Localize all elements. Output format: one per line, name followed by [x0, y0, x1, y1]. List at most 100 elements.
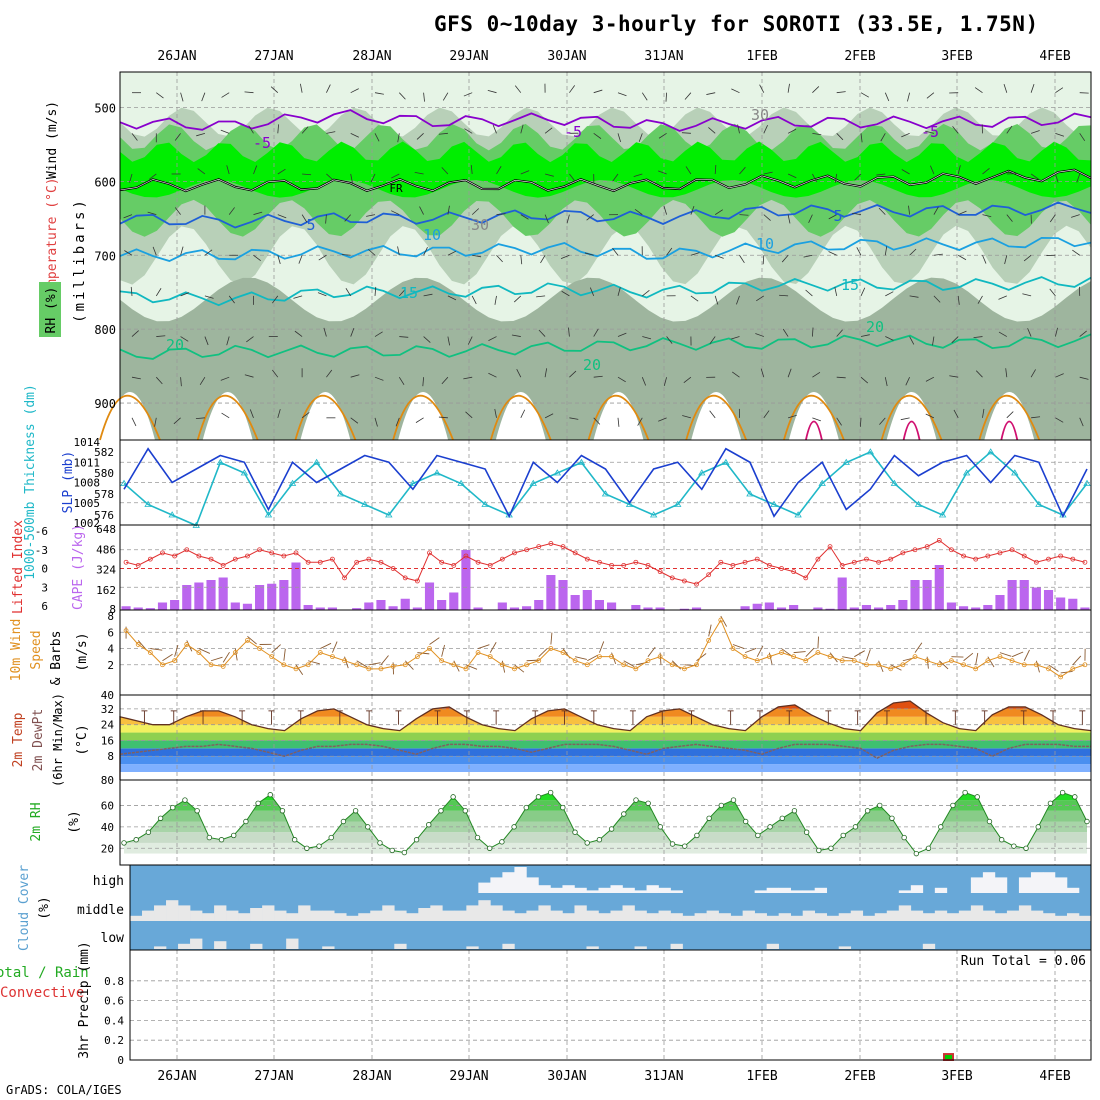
cloud-bar-high	[538, 885, 551, 893]
rh-band	[124, 832, 1087, 843]
wind-speed-point	[572, 658, 578, 664]
wind-barb	[148, 173, 157, 180]
li-point	[973, 556, 979, 562]
cloud-unit: (%)	[37, 896, 52, 919]
wind-speed-point	[354, 662, 360, 668]
cloud-bar-middle	[694, 913, 707, 921]
cape-bar	[582, 590, 592, 610]
rh-point	[706, 815, 712, 821]
cape-bar	[1019, 580, 1029, 610]
wind-barb-10m	[1072, 655, 1082, 666]
temp-contour-hot	[902, 420, 921, 441]
li-point	[609, 562, 614, 568]
temp-contour-warm	[783, 395, 845, 441]
wind-barb	[272, 295, 279, 304]
wind-speed-point	[536, 658, 542, 664]
cloud-bar-middle	[574, 905, 587, 921]
wind-barb	[398, 376, 405, 386]
rh-point	[730, 797, 737, 803]
cloud-bar-high	[610, 885, 623, 893]
li-point	[827, 544, 833, 550]
thickness-axis-label: 1000-500mb Thickness (dm)	[23, 384, 38, 580]
wind-barb	[560, 254, 570, 260]
thickness-point	[890, 479, 899, 486]
wind-barb	[399, 92, 406, 100]
wind-barb	[879, 417, 886, 425]
wind-speed-point	[815, 650, 821, 655]
rh-band	[124, 810, 1087, 822]
cape-bar	[631, 605, 641, 610]
bottom-date-label: 1FEB	[746, 1069, 777, 1084]
wind-barb	[909, 295, 919, 298]
li-point	[645, 562, 651, 568]
wind-barb	[156, 92, 164, 99]
wind-barb-10m	[623, 660, 635, 667]
warm-zone	[495, 391, 546, 440]
wind-barb	[787, 368, 792, 378]
wind-barb	[1030, 173, 1039, 180]
wind-barb	[277, 124, 279, 134]
thickness-tick: 578	[94, 488, 114, 501]
wind-barb	[828, 214, 837, 220]
wind-barb	[836, 91, 846, 94]
wind-barb	[199, 376, 206, 386]
temp-tick: 80	[101, 774, 114, 787]
wind-barb	[739, 255, 745, 264]
wind-barb	[682, 415, 692, 419]
cloud-bar-middle	[166, 900, 179, 921]
rh-point	[986, 818, 993, 825]
wind-speed-point	[305, 662, 311, 668]
li-point	[597, 559, 602, 565]
temp-tick: 32	[101, 703, 114, 716]
wind-barb	[884, 246, 888, 256]
wind-barb	[617, 92, 627, 97]
cloud-bar-high	[910, 885, 924, 893]
li-point	[293, 550, 299, 556]
li-point	[147, 556, 153, 562]
wind-panel: 8 6 4 2 40 10m Wind Speed & Barbs (m/s)	[9, 610, 1091, 702]
cape-bar	[267, 583, 277, 610]
thickness-point	[120, 479, 128, 486]
cloud-bar-middle	[406, 913, 419, 921]
cloud-bar-low	[190, 938, 203, 949]
cloud-bar-middle	[346, 915, 359, 921]
cape-bar	[194, 582, 204, 610]
cloud-bar-low	[502, 943, 515, 949]
wind-speed-point	[621, 662, 627, 668]
cape-bar	[145, 608, 155, 610]
top-date-label: 3FEB	[941, 49, 972, 64]
rh-point	[657, 824, 664, 830]
top-date-label: 1FEB	[746, 49, 777, 64]
wind-barb	[447, 250, 457, 256]
cape-bar	[825, 608, 835, 610]
contour-label: 20	[166, 336, 184, 354]
wind-barb	[1006, 411, 1014, 419]
top-date-label: 31JAN	[644, 49, 683, 64]
wind-barb	[781, 254, 789, 263]
thickness-point	[457, 479, 465, 486]
wind-barb-10m	[477, 644, 490, 649]
wind-barb	[876, 173, 886, 176]
bottom-date-label: 2FEB	[844, 1069, 875, 1084]
li-point	[354, 559, 360, 565]
warm-zone	[788, 391, 839, 440]
wind-barb	[344, 214, 351, 222]
wind-barb	[277, 255, 281, 265]
rh-point	[218, 837, 225, 843]
wind-speed-point	[232, 650, 238, 655]
wind-barb	[399, 288, 406, 297]
precip-panel: 0.8 0.6 0.4 0.2 0 Run Total = 0.06 otal / Rain…	[0, 941, 1092, 1067]
cloud-bar-high	[562, 885, 575, 893]
rh-point	[486, 845, 493, 851]
wind-barb	[326, 173, 334, 181]
wind-barb	[982, 408, 985, 418]
li-tick: 3	[41, 581, 48, 594]
cape-bar	[655, 607, 665, 610]
li-tick: 0	[41, 563, 48, 576]
wind-barb	[465, 411, 473, 419]
li-point	[1058, 553, 1064, 559]
wind-barb	[714, 209, 723, 215]
li-point	[451, 562, 457, 568]
wind-barb	[568, 327, 570, 337]
li-point	[172, 553, 178, 559]
